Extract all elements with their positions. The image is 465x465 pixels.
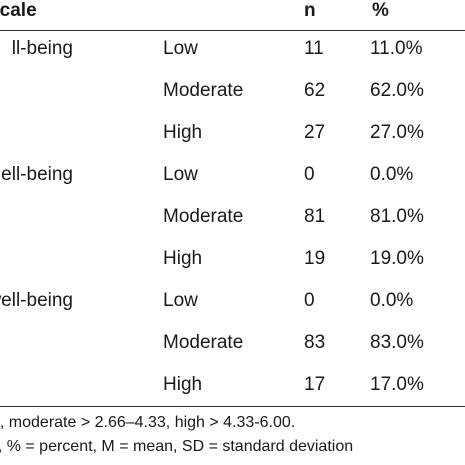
- header-scale: Scale: [0, 0, 37, 21]
- row-n: 11: [304, 38, 324, 59]
- row-level: Moderate: [163, 206, 244, 227]
- row-percent: 27.0%: [370, 122, 424, 143]
- row-percent: 17.0%: [370, 374, 424, 395]
- row-level: Low: [163, 38, 198, 59]
- row-n: 0: [304, 290, 315, 311]
- row-n: 81: [304, 206, 326, 227]
- row-level: Low: [163, 164, 198, 185]
- row-percent: 83.0%: [370, 332, 424, 353]
- row-n: 19: [304, 248, 326, 269]
- row-level: Moderate: [163, 332, 244, 353]
- row-percent: 11.0%: [370, 38, 423, 59]
- row-n: 83: [304, 332, 326, 353]
- row-level: Moderate: [163, 80, 244, 101]
- table-footnote-line1: 6, moderate > 2.66–4.33, high > 4.33-6.0…: [0, 414, 296, 431]
- table-footnote-line2: y, % = percent, M = mean, SD = standard …: [0, 438, 354, 455]
- header-percent: %: [372, 0, 389, 21]
- row-scale-label: l well-being: [0, 290, 73, 311]
- row-percent: 62.0%: [370, 80, 424, 101]
- row-percent: 0.0%: [370, 164, 414, 185]
- row-level: High: [163, 248, 203, 269]
- row-scale-label: ell-being: [1, 164, 73, 185]
- row-n: 0: [304, 164, 315, 185]
- header-n: n: [304, 0, 316, 21]
- header-rule: [0, 30, 465, 31]
- row-n: 27: [304, 122, 326, 143]
- row-percent: 0.0%: [370, 290, 414, 311]
- row-level: Low: [163, 290, 198, 311]
- row-scale-label: ll-being: [11, 38, 73, 59]
- row-percent: 19.0%: [370, 248, 424, 269]
- row-percent: 81.0%: [370, 206, 424, 227]
- row-level: High: [163, 122, 203, 143]
- table-bottom-rule: [0, 406, 465, 407]
- row-n: 62: [304, 80, 326, 101]
- row-level: High: [163, 374, 203, 395]
- row-n: 17: [304, 374, 326, 395]
